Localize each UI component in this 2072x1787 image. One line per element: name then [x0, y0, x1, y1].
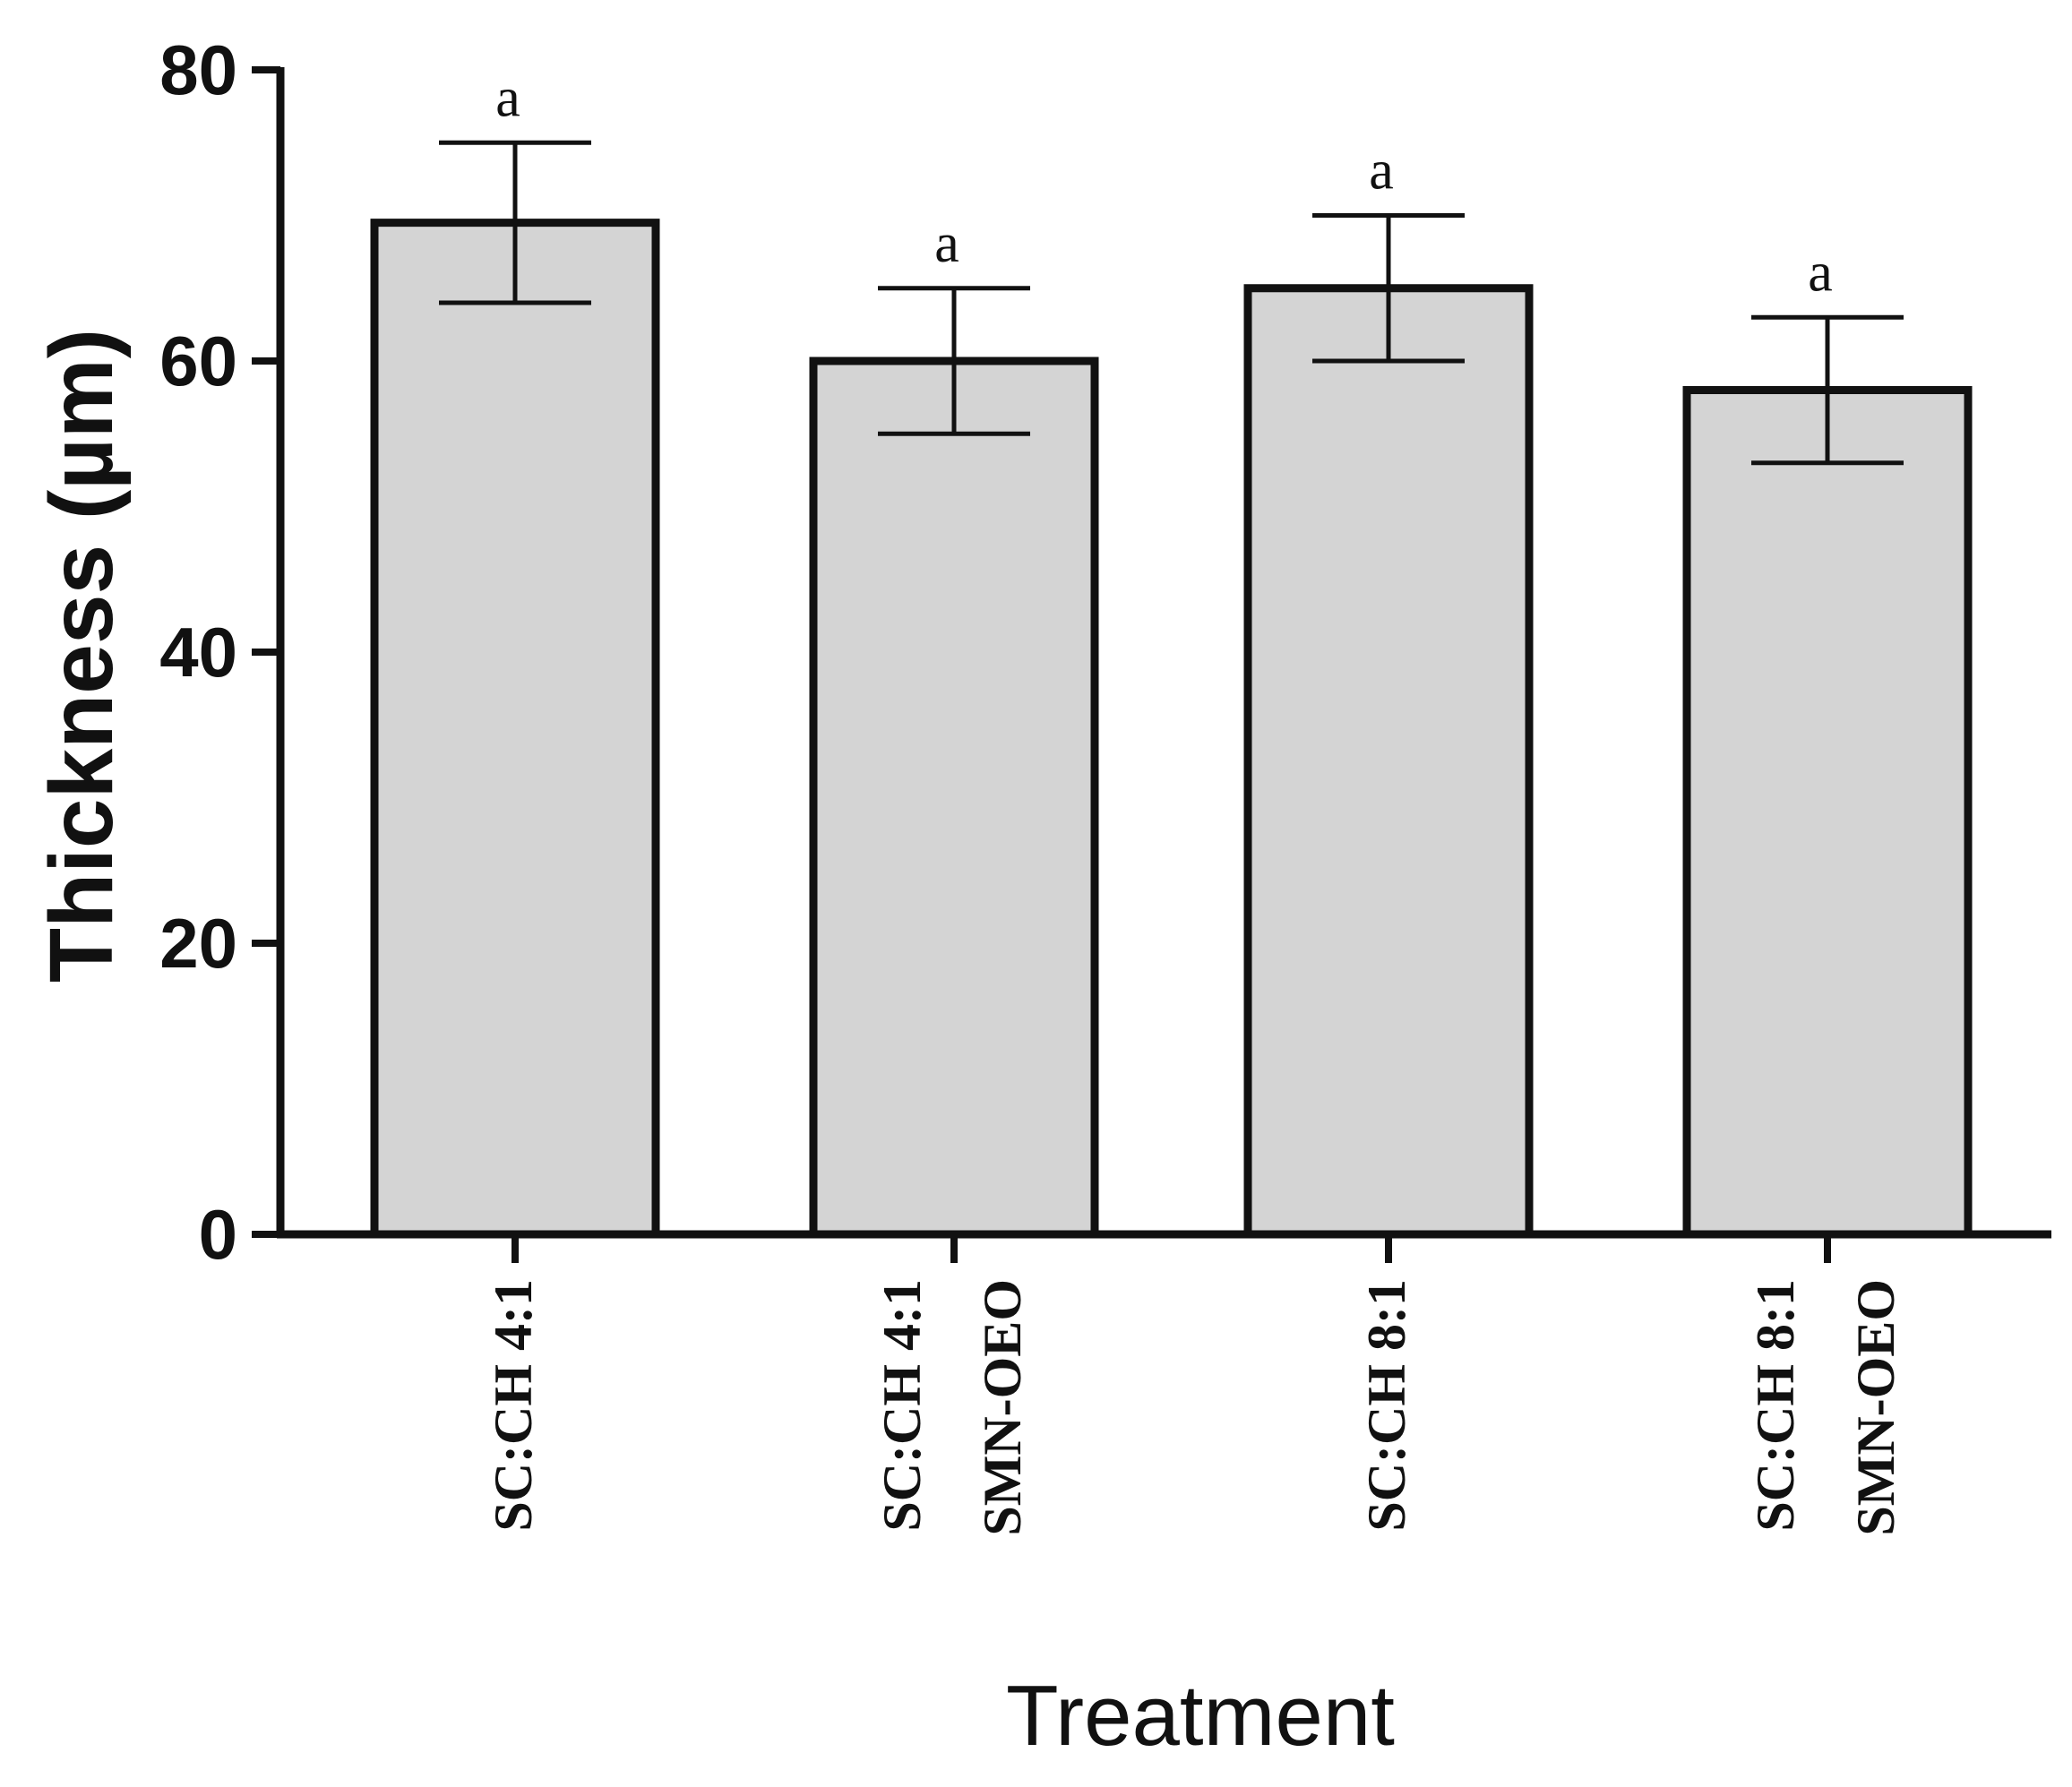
significance-label: a [1808, 242, 1833, 303]
bar [809, 357, 1099, 1239]
y-tick-label: 80 [159, 30, 237, 109]
category-label: SC:CH 8:1 [1357, 1279, 1416, 1532]
category-label: SC:CH 8:1 [1746, 1279, 1805, 1532]
bar [370, 219, 660, 1239]
category-label: SMN-OEO [973, 1279, 1032, 1536]
category-label: SC:CH 4:1 [873, 1279, 932, 1532]
y-tick-label: 0 [199, 1195, 237, 1274]
y-tick-label: 60 [159, 322, 237, 400]
y-axis-title: Thickness (µm) [31, 329, 132, 983]
y-tick-label: 20 [159, 904, 237, 983]
significance-label: a [934, 213, 959, 274]
y-tick-label: 40 [159, 613, 237, 692]
labels: a SC:CH 4:1 a SC:CH 4:1 SMN-OEO a SC:CH 8:1 a SC… [484, 67, 1905, 1535]
category-label: SMN-OEO [1846, 1279, 1905, 1536]
significance-label: a [495, 67, 520, 128]
significance-label: a [1369, 141, 1394, 202]
bars [370, 140, 1973, 1239]
x-axis-title: Treatment [1006, 1668, 1395, 1764]
category-label: SC:CH 4:1 [484, 1279, 543, 1532]
bar [1243, 284, 1534, 1239]
bar [1682, 386, 1973, 1239]
